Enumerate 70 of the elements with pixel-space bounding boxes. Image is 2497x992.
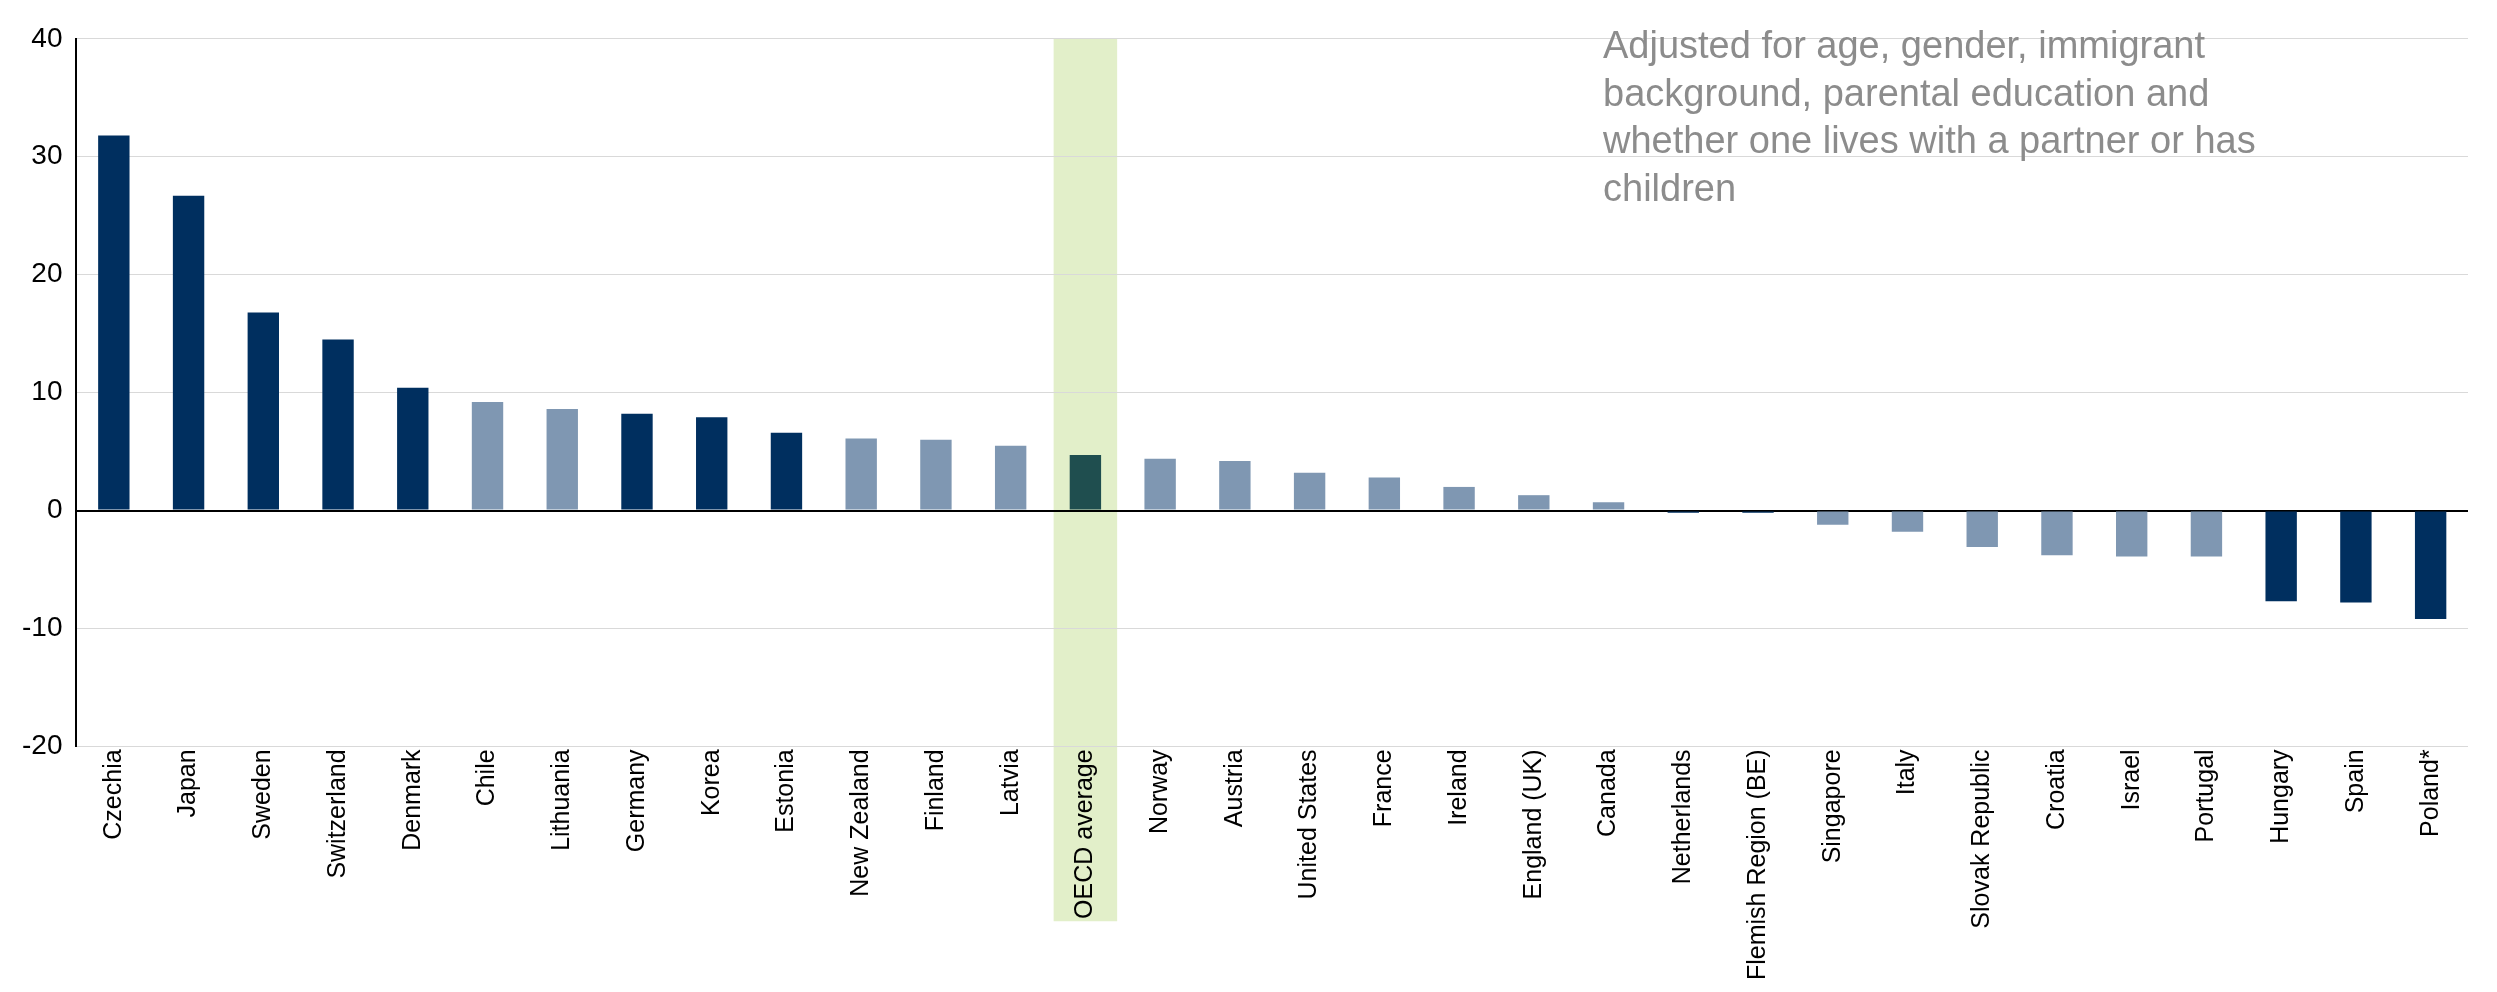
x-tick-label: England (UK) [1517,749,1546,900]
bar [920,439,952,510]
bar [2340,511,2372,603]
bar [397,387,429,510]
y-tick-label: 20 [31,257,63,289]
bar [1518,495,1550,510]
y-tick-label: 10 [31,375,63,407]
bar [172,195,205,510]
x-tick-label: OECD average [1069,749,1098,919]
bar [1069,455,1102,510]
x-tick-label: Germany [620,748,649,853]
x-tick-label: Netherlands [1667,749,1696,885]
x-tick-label: Latvia [994,749,1023,817]
x-tick-label: Finland [919,749,948,832]
bar [322,339,354,510]
x-tick-label: Japan [172,749,201,818]
y-tick-label: -10 [22,611,63,643]
x-tick-label: Canada [1592,749,1621,837]
x-tick-label: Hungary [2265,748,2294,844]
bar [770,432,803,510]
x-tick-label: Slovak Republic [1966,749,1995,929]
x-tick-label: Portugal [2190,749,2219,843]
bar [2041,511,2073,556]
x-tick-label: Spain [2339,749,2368,814]
x-tick-label: Switzerland [321,749,350,879]
bar [2116,511,2148,557]
y-tick-label: -20 [22,729,63,761]
bar [845,438,877,510]
bar [994,445,1027,510]
x-tick-label: Ireland [1442,749,1471,826]
bar [1219,460,1251,510]
x-tick-label: Italy [1891,748,1920,796]
bar [1144,458,1176,510]
x-tick-label: Denmark [396,748,425,851]
bar [1817,511,1849,525]
bar [546,409,578,510]
bar [1368,477,1401,510]
bar [98,135,130,510]
bar [1592,502,1625,510]
annotation: Adjusted for age, gender, immigrant background, parental education and whether one lives with a partner or has children [1603,23,2257,211]
bar [696,417,728,510]
x-tick-label: Lithuania [546,749,575,851]
x-tick-label: Estonia [770,749,799,833]
y-tick-label: 0 [46,493,63,525]
bar [2190,511,2223,557]
x-tick-label: Korea [695,749,724,817]
bar [2414,511,2447,620]
x-tick-label: New Zealand [845,749,874,897]
x-tick-label: Israel [2115,749,2144,811]
x-tick-label: Singapore [1816,749,1845,864]
x-tick-label: Chile [471,749,500,807]
x-tick-label: France [1368,749,1397,828]
y-tick-label: 30 [31,139,63,171]
x-tick-label: Poland* [2414,749,2443,837]
bar [1293,472,1326,510]
x-tick-label: Sweden [247,749,276,840]
x-tick-label: Czechia [97,749,126,840]
x-tick-label: Croatia [2040,749,2069,830]
x-tick-label: Flemish Region (BE) [1741,749,1770,981]
x-tick-label: Norway [1144,748,1173,835]
bar [247,312,279,510]
bar [621,413,653,510]
bar [1443,486,1475,510]
x-tick-label: United States [1293,749,1322,900]
bar [1891,511,1924,532]
x-tick-label: Austria [1218,749,1247,828]
bar [471,402,504,510]
bar [2265,511,2297,602]
bar [1966,511,1998,548]
y-tick-label: 40 [31,21,63,53]
